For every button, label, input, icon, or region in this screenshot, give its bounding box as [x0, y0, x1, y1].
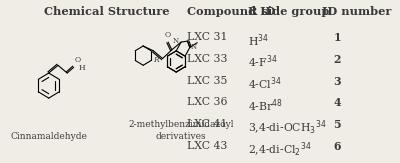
Text: 4: 4: [333, 97, 341, 108]
Text: 6: 6: [333, 141, 341, 152]
Text: 2,4-di-Cl$_2$$^{34}$: 2,4-di-Cl$_2$$^{34}$: [248, 141, 312, 159]
Text: LXC 31: LXC 31: [187, 32, 228, 42]
Text: 3,4-di-OCH$_3$$^{34}$: 3,4-di-OCH$_3$$^{34}$: [248, 119, 327, 137]
Text: 5: 5: [333, 119, 341, 130]
Text: Compound ID: Compound ID: [187, 6, 276, 16]
Text: 4-Br$^{48}$: 4-Br$^{48}$: [248, 97, 283, 114]
Text: 3: 3: [333, 75, 341, 87]
Text: 4-Cl$^{34}$: 4-Cl$^{34}$: [248, 75, 282, 92]
Text: O: O: [75, 56, 81, 64]
Text: N: N: [191, 43, 197, 51]
Text: LXC 36: LXC 36: [187, 97, 228, 107]
Text: LXC 41: LXC 41: [187, 119, 228, 129]
Text: LXC 43: LXC 43: [187, 141, 228, 151]
Text: N: N: [173, 37, 179, 45]
Text: ID number: ID number: [322, 6, 392, 16]
Text: O: O: [164, 31, 170, 39]
Text: R: R: [153, 56, 159, 64]
Text: 2-methylbenzimidazoyl
derivatives: 2-methylbenzimidazoyl derivatives: [128, 120, 234, 141]
Text: H: H: [78, 64, 85, 72]
Text: LXC 35: LXC 35: [187, 75, 228, 86]
Text: 2: 2: [333, 54, 341, 65]
Text: H$^{34}$: H$^{34}$: [248, 32, 269, 49]
Text: 1: 1: [333, 32, 341, 43]
Text: Chemical Structure: Chemical Structure: [44, 6, 170, 16]
Text: Cinnamaldehyde: Cinnamaldehyde: [10, 132, 87, 141]
Text: 4-F$^{34}$: 4-F$^{34}$: [248, 54, 278, 70]
Text: LXC 33: LXC 33: [187, 54, 228, 64]
Text: R side group: R side group: [248, 6, 330, 16]
